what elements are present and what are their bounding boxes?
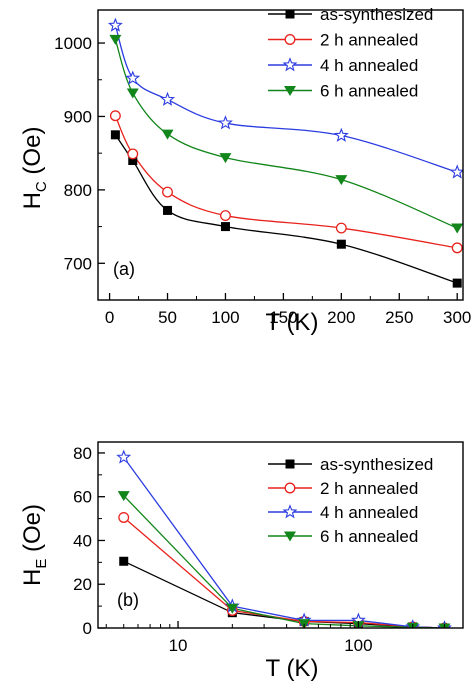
legend-label-3: 6 h annealed <box>320 82 418 101</box>
x-axis-label: T (K) <box>266 655 319 682</box>
panel-b: 10 100 0 20 40 60 80 T (K) HE (Oe) (b) as-synthesi… <box>19 441 464 682</box>
data-point-s2-4 <box>333 127 349 142</box>
y-tick-label: 0 <box>83 619 92 638</box>
data-point-s3-2 <box>161 129 174 140</box>
legend-label-2: 4 h annealed <box>320 56 418 75</box>
y-tick-label: 800 <box>64 181 92 200</box>
data-point-s2-5 <box>449 164 463 179</box>
x-tick-label: 0 <box>105 308 114 327</box>
legend-label-1: 2 h annealed <box>320 479 418 498</box>
y-tick-label: 60 <box>73 488 92 507</box>
data-point-s0-1 <box>128 156 138 166</box>
data-point-s0-0 <box>110 130 120 140</box>
y-tick-label: 900 <box>64 107 92 126</box>
y-axis-label: HC (Oe) <box>19 127 50 210</box>
data-point-s1-2 <box>162 186 173 198</box>
y-tick-label: 700 <box>64 254 92 273</box>
data-point-s1-5 <box>451 242 463 254</box>
data-point-s2-0 <box>107 17 123 32</box>
data-point-s0-5 <box>452 278 462 288</box>
y-axis-label-sub: C <box>33 181 50 192</box>
x-tick-label: 10 <box>169 636 188 655</box>
x-tick-label: 200 <box>327 308 355 327</box>
legend-marker-2 <box>282 57 298 72</box>
data-point-s0-2 <box>163 205 173 215</box>
y-axis-label-unit: (Oe) <box>19 127 46 182</box>
legend-marker-1 <box>284 34 296 45</box>
data-point-s3-5 <box>451 223 463 234</box>
x-tick-label: 50 <box>158 308 177 327</box>
data-point-s1-0 <box>118 512 130 523</box>
data-point-s3-0 <box>117 491 130 502</box>
y-tick-label: 1000 <box>54 34 92 53</box>
legend-label-0: as-synthesized <box>320 5 433 24</box>
y-axis-label-unit: (Oe) <box>19 504 46 559</box>
x-axis-label: T (K) <box>266 309 319 336</box>
x-tick-label: 150 <box>269 308 297 327</box>
data-point-s3-0 <box>109 34 122 45</box>
plot-frame <box>97 9 464 301</box>
plot-area <box>107 17 463 288</box>
data-point-s2-1 <box>125 70 141 85</box>
y-axis-label-sub: E <box>33 559 50 569</box>
panel-label: (a) <box>113 259 135 279</box>
legend-label-0: as-synthesized <box>320 455 433 474</box>
data-point-s1-3 <box>220 210 231 222</box>
data-point-s1-0 <box>109 110 121 122</box>
data-point-s2-2 <box>160 91 175 106</box>
x-tick-label: 300 <box>443 308 471 327</box>
legend-marker-3 <box>284 86 296 96</box>
x-tick-label: 100 <box>211 308 239 327</box>
y-tick-label: 80 <box>73 444 92 463</box>
y-tick-label: 20 <box>73 575 92 594</box>
data-point-s2-3 <box>218 115 233 130</box>
x-tick-label: 100 <box>344 636 372 655</box>
legend-label-3: 6 h annealed <box>320 527 418 546</box>
legend: as-synthesized 2 h annealed 4 h annealed 6 … <box>268 5 433 101</box>
legend-marker-2 <box>282 504 298 519</box>
y-tick-label: 40 <box>73 531 92 550</box>
data-point-s3-1 <box>126 88 139 99</box>
data-point-s3-3 <box>219 153 232 164</box>
data-point-s0-4 <box>336 239 346 249</box>
data-point-s0-0 <box>119 556 129 566</box>
data-point-s3-2 <box>298 619 311 628</box>
legend-label-2: 4 h annealed <box>320 503 418 522</box>
data-point-s1-4 <box>335 222 347 234</box>
legend-marker-3 <box>284 531 296 542</box>
x-tick-label: 250 <box>385 308 413 327</box>
y-axis-label-main: H <box>19 569 46 586</box>
legend-marker-0 <box>285 459 295 469</box>
y-axis-label-main: H <box>19 192 46 209</box>
legend: as-synthesized 2 h annealed 4 h annealed 6 … <box>268 455 433 546</box>
legend-label-1: 2 h annealed <box>320 31 418 50</box>
panel-label: (b) <box>117 590 139 610</box>
legend-marker-0 <box>285 9 295 19</box>
data-point-s0-3 <box>220 222 230 232</box>
data-point-s3-4 <box>335 175 348 186</box>
data-point-s3-1 <box>226 603 239 614</box>
y-axis-label: HE (Oe) <box>19 504 50 586</box>
legend-marker-1 <box>284 482 296 494</box>
panel-a: 0 50 100 150 200 250 300 700 800 900 1000 T (K) HC (… <box>19 5 471 336</box>
data-point-s2-0 <box>116 449 132 464</box>
plot-frame <box>97 441 464 629</box>
data-point-s1-1 <box>127 148 139 160</box>
